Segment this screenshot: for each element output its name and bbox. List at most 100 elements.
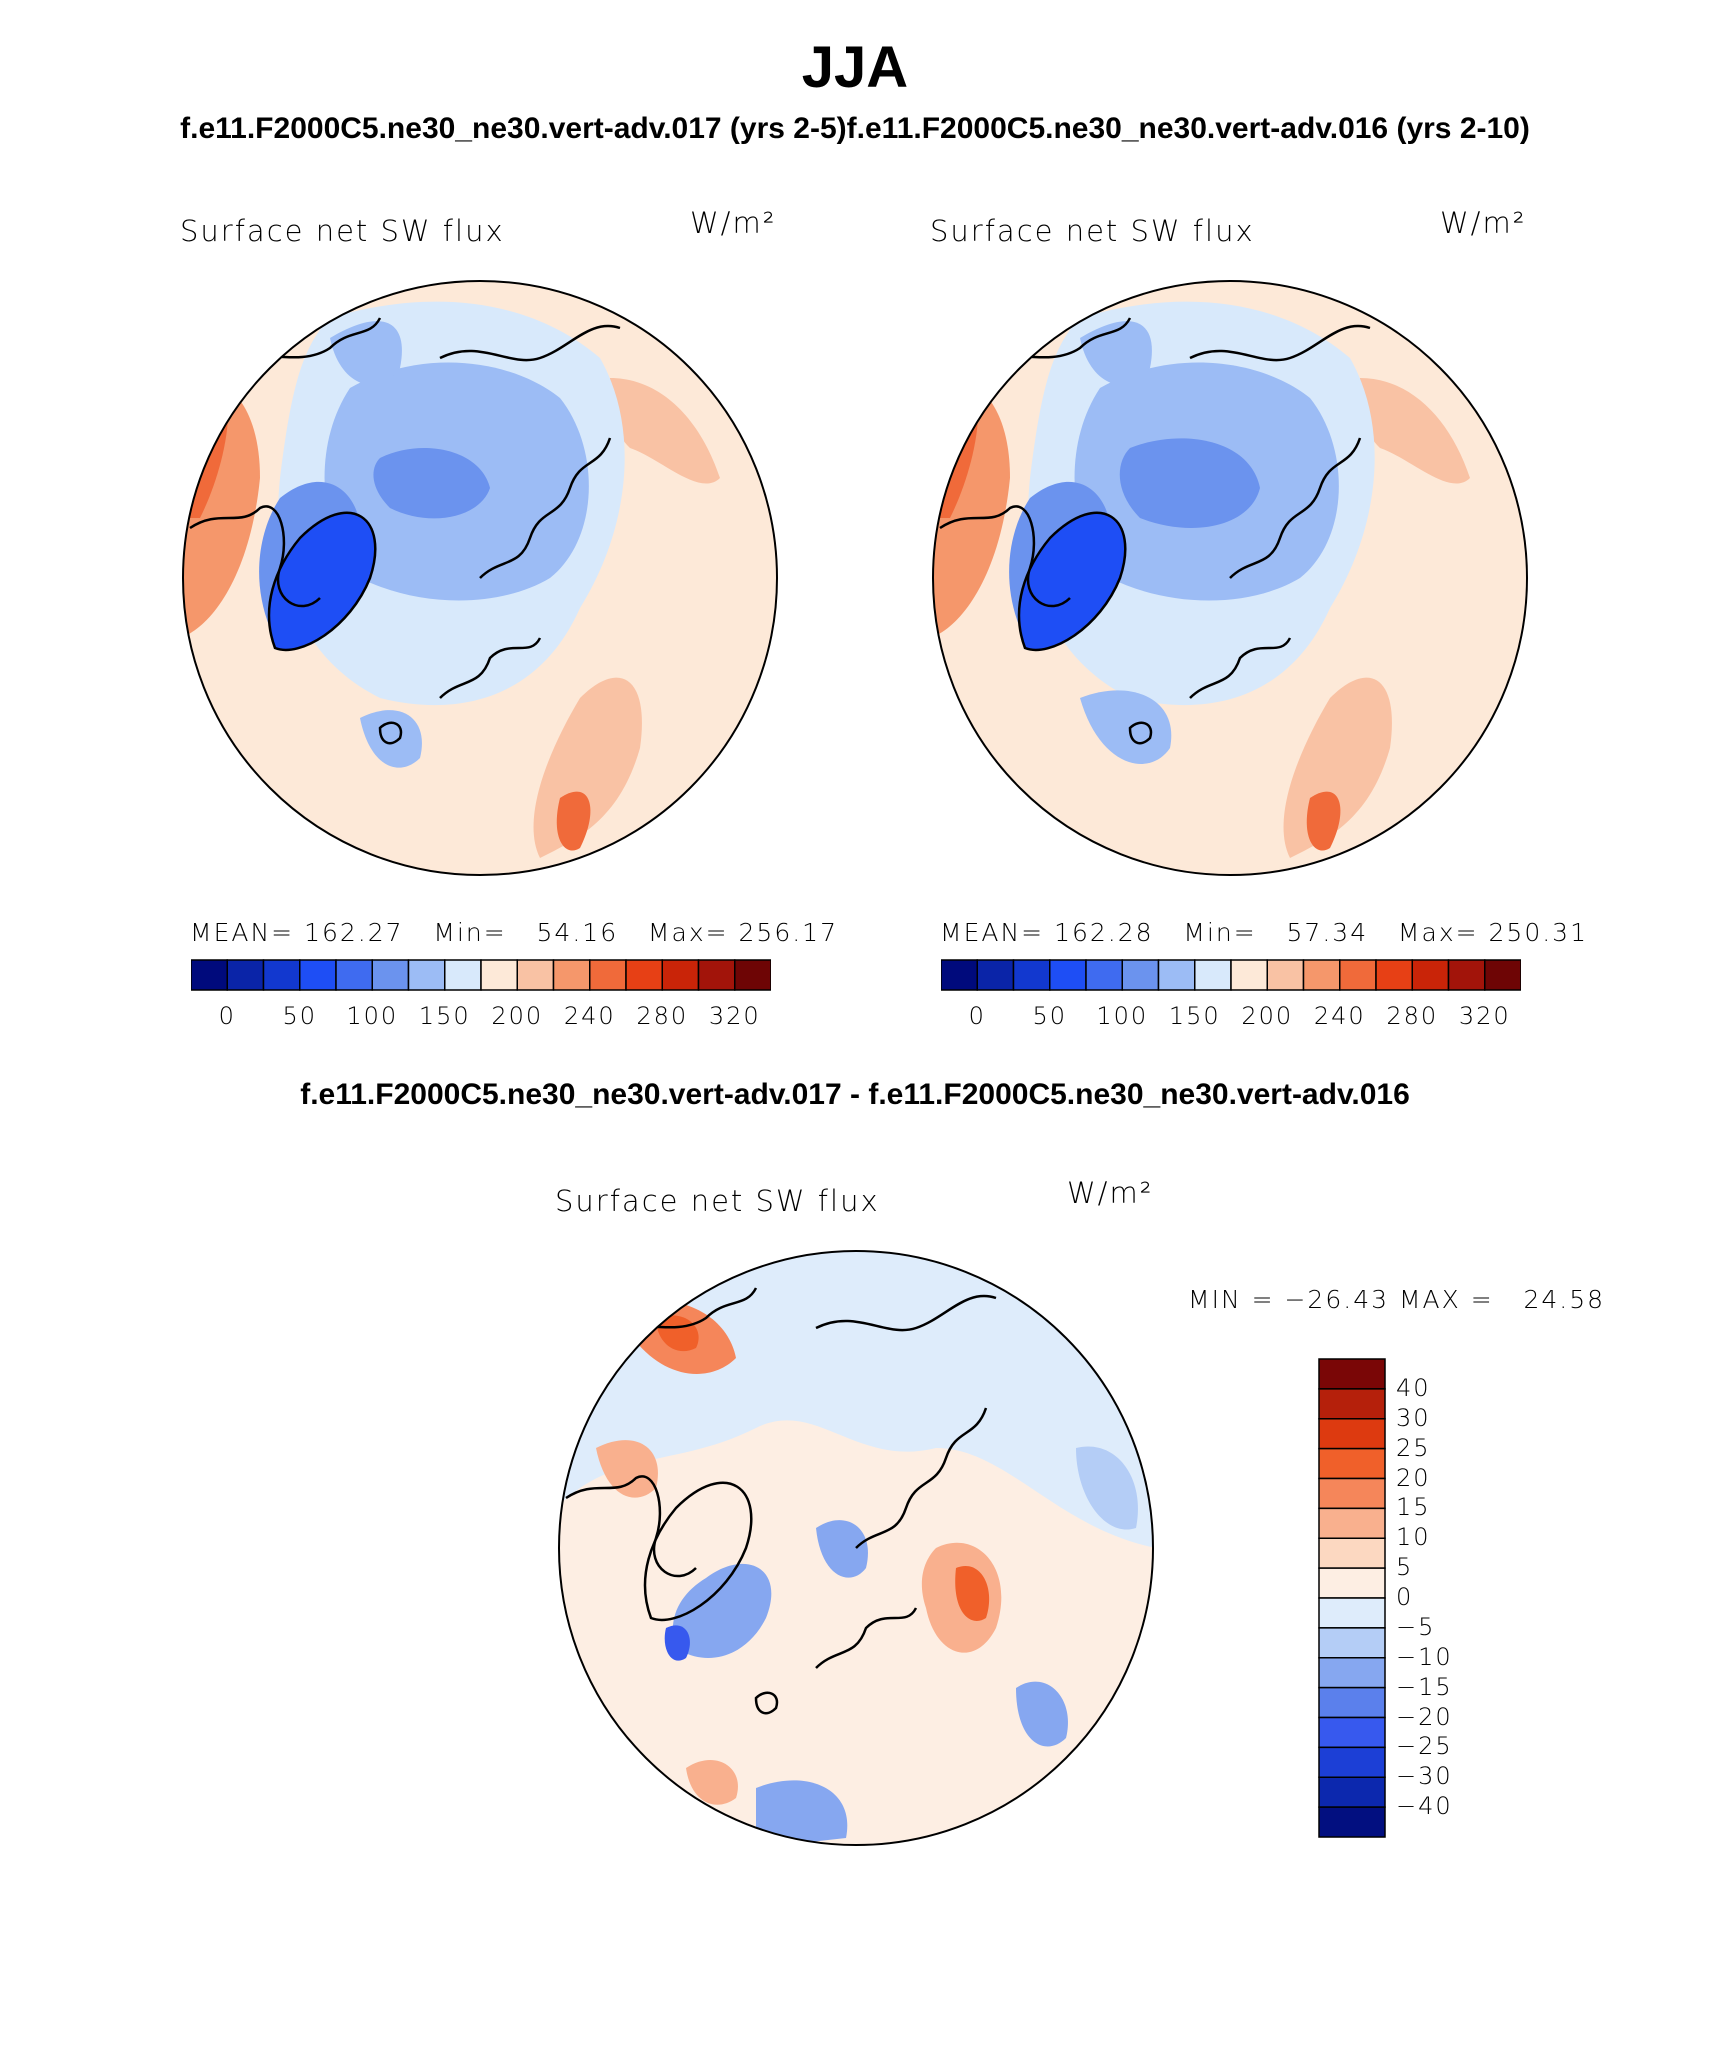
panel3-polar-map: [558, 1250, 1154, 1846]
panel3-colorbar-tick-label: 30: [1396, 1403, 1431, 1432]
panel1-hot-region-europe: [556, 791, 591, 851]
panel1-colorbar-swatch: [589, 959, 627, 991]
panel3-colorbar-tick-label: −5: [1396, 1612, 1436, 1641]
panel3-colorbar-swatch: [1318, 1716, 1386, 1749]
panel1-colorbar-swatch: [407, 959, 446, 991]
difference-title: f.e11.F2000C5.ne30_ne30.vert-adv.017 - f…: [300, 1078, 1410, 1111]
panel1-colorbar-swatch: [262, 959, 301, 991]
panel2-colorbar-tick-label: 50: [1032, 1002, 1068, 1030]
panel1-colorbar-swatch: [552, 959, 591, 991]
case-titles-row: f.e11.F2000C5.ne30_ne30.vert-adv.017 (yr…: [0, 112, 1710, 146]
panel1-variable-label: Surface net SW flux: [180, 214, 505, 248]
panel2-colorbar-swatch: [1194, 959, 1232, 991]
panel2-map-border: [932, 280, 1528, 876]
panel3-colorbar-swatch: [1318, 1537, 1386, 1569]
panel3-colorbar-swatch: [1318, 1627, 1386, 1659]
panel3-stats: MIN = −26.43 MAX = 24.58: [1188, 1285, 1606, 1314]
panel3-colorbar-swatch: [1318, 1686, 1386, 1719]
panel1-warm-region-asia: [606, 378, 720, 484]
panel2-colorbar-swatch: [1375, 959, 1413, 991]
panel3-colorbar-tick-label: −30: [1396, 1762, 1453, 1791]
panel2-colorbar-tick-label: 0: [968, 1002, 986, 1030]
case-title-left: f.e11.F2000C5.ne30_ne30.vert-adv.017 (yr…: [180, 112, 847, 145]
panel1-colorbar-swatch: [444, 959, 482, 991]
panel3-neg-region-eurasia: [1016, 1681, 1068, 1747]
panel2-colorbar-swatch: [941, 959, 978, 991]
panel3-map-border: [558, 1250, 1154, 1846]
case-title-right: f.e11.F2000C5.ne30_ne30.vert-adv.016 (yr…: [846, 112, 1530, 145]
panel3-colorbar-tick-label: 20: [1396, 1463, 1431, 1492]
panel1-colorbar-swatch: [191, 959, 228, 991]
panel2-colorbar-tick-label: 200: [1241, 1002, 1294, 1030]
panel3-colorbar-swatch: [1318, 1746, 1386, 1779]
panel1-polar-map: [182, 280, 778, 876]
panel3-colorbar-tick-label: 10: [1396, 1523, 1431, 1552]
panel3-colorbar-swatch: [1318, 1388, 1386, 1420]
panel1-colorbar-tick-label: 240: [563, 1002, 616, 1030]
panel2-colorbar-swatch: [1012, 959, 1051, 991]
panel1-colorbar-swatch: [335, 959, 373, 991]
panel1-colorbar-tick-label: 100: [346, 1002, 399, 1030]
panel3-colorbar-tick-label: 5: [1396, 1553, 1414, 1582]
panel2-colorbar-swatch: [1266, 959, 1305, 991]
panel2-colorbar-tick-label: 320: [1458, 1002, 1511, 1030]
panel1-map-border: [182, 280, 778, 876]
panel2-cool-region-atlantic: [1080, 690, 1172, 764]
panel1-colorbar-tick-label: 150: [418, 1002, 471, 1030]
panel3-colorbar-tick-label: −20: [1396, 1702, 1453, 1731]
panel2-colorbar: [941, 959, 1521, 991]
panel1-colorbar-tick-label: 0: [218, 1002, 236, 1030]
panel2-units-label: W/m²: [1440, 206, 1527, 240]
panel3-pos-region-siberia-core: [955, 1566, 990, 1621]
panel1-units-label: W/m²: [690, 206, 777, 240]
panel3-colorbar-swatch: [1318, 1477, 1386, 1510]
panel3-colorbar-tick-label: −40: [1396, 1792, 1453, 1821]
panel1-cool-region-arctic: [373, 448, 490, 519]
panel3-colorbar-swatch: [1318, 1597, 1386, 1629]
panel3-colorbar-tick-label: 15: [1396, 1493, 1431, 1522]
panel1-colorbar-swatch: [299, 959, 337, 991]
panel1-colorbar-tick-label: 320: [708, 1002, 761, 1030]
panel2-colorbar-tick-label: 150: [1168, 1002, 1221, 1030]
panel3-colorbar-tick-label: 25: [1396, 1433, 1431, 1462]
panel2-colorbar-swatch: [1157, 959, 1196, 991]
panel3-colorbar-swatch: [1318, 1806, 1386, 1838]
panel2-colorbar-swatch: [976, 959, 1015, 991]
panel1-colorbar-tick-label: 280: [636, 1002, 689, 1030]
panel2-colorbar-swatch: [1085, 959, 1123, 991]
panel2-hot-region-europe: [1306, 791, 1341, 851]
panel2-colorbar-swatch: [1121, 959, 1160, 991]
panel1-colorbar-tick-label: 50: [282, 1002, 318, 1030]
panel3-neg-region-arctic: [816, 1520, 868, 1578]
panel1-coastlines: [189, 317, 621, 745]
panel3-neg-region-greenland-core: [664, 1625, 690, 1661]
panel3-colorbar-tick-label: −10: [1396, 1642, 1453, 1671]
panel3-colorbar-swatch: [1318, 1507, 1386, 1540]
panel1-colorbar-swatch: [625, 959, 663, 991]
panel2-stats: MEAN= 162.28 Min= 57.34 Max= 250.31: [940, 918, 1588, 947]
panel2-colorbar-swatch: [1447, 959, 1486, 991]
panel2-colorbar-swatch: [1339, 959, 1377, 991]
panel3-colorbar-tick-label: 40: [1396, 1373, 1431, 1402]
panel2-warm-region-asia: [1356, 378, 1470, 484]
panel2-variable-label: Surface net SW flux: [930, 214, 1255, 248]
panel2-cool-region-arctic: [1119, 438, 1260, 528]
panel3-colorbar: [1318, 1358, 1386, 1838]
panel2-colorbar-tick-label: 240: [1313, 1002, 1366, 1030]
panel2-colorbar-tick-label: 100: [1096, 1002, 1149, 1030]
panel2-colorbar-swatch: [1411, 959, 1450, 991]
panel3-colorbar-swatch: [1318, 1567, 1386, 1599]
panel3-neg-region-greenland: [672, 1563, 772, 1658]
panel1-colorbar-swatch: [697, 959, 736, 991]
panel1-colorbar-swatch: [226, 959, 265, 991]
panel1-colorbar-tick-label: 200: [491, 1002, 544, 1030]
panel2-colorbar-swatch: [1230, 959, 1268, 991]
panel3-colorbar-swatch: [1318, 1776, 1386, 1808]
panel2-colorbar-swatch: [1302, 959, 1341, 991]
panel3-colorbar-swatch: [1318, 1418, 1386, 1450]
panel3-units-label: W/m²: [1067, 1176, 1154, 1210]
panel2-colorbar-swatch: [1049, 959, 1087, 991]
panel1-colorbar-swatch: [516, 959, 555, 991]
panel3-pos-region-atlantic: [686, 1759, 738, 1805]
panel3-colorbar-tick-label: −15: [1396, 1672, 1453, 1701]
